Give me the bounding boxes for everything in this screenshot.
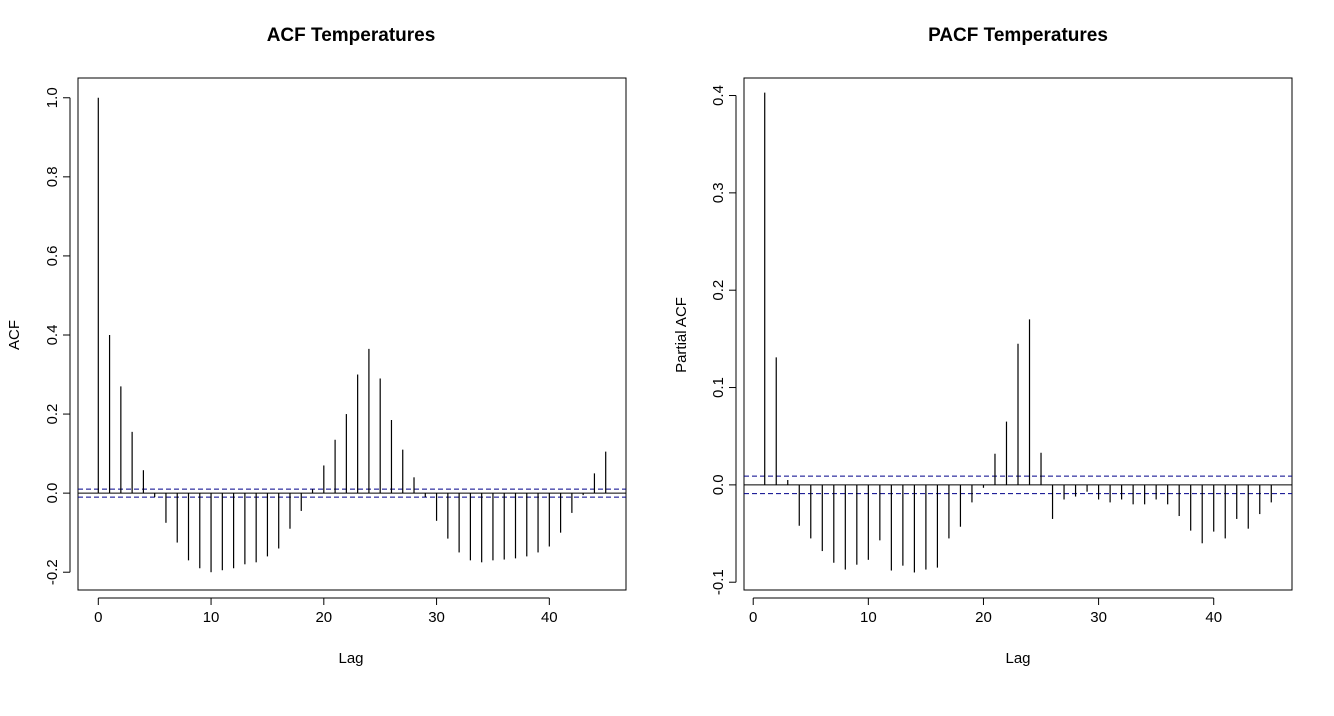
pacf-x-tick-label: 10 [860, 609, 877, 626]
pacf-x-axis-label: Lag [1005, 650, 1030, 667]
acf-y-tick-label: -0.2 [44, 559, 61, 585]
acf-title: ACF Temperatures [267, 25, 436, 46]
pacf-y-axis-label: Partial ACF [673, 297, 690, 373]
acf-y-tick-label: 0.6 [44, 245, 61, 266]
pacf-plot-frame [743, 77, 1293, 591]
acf-x-tick-label: 40 [541, 609, 558, 626]
pacf-y-tick-label: 0.3 [710, 182, 727, 203]
pacf-x-tick-label: 30 [1090, 609, 1107, 626]
pacf-y-tick-label: 0.0 [710, 474, 727, 495]
pacf-y-tick-label: 0.1 [710, 377, 727, 398]
pacf-x-tick-label: 0 [749, 609, 757, 626]
acf-x-tick-label: 0 [94, 609, 102, 626]
acf-y-tick-label: 0.2 [44, 404, 61, 425]
acf-x-tick-label: 20 [315, 609, 332, 626]
acf-y-tick-label: 0.4 [44, 325, 61, 346]
pacf-panel: PACF Temperatures Lag Partial ACF 0 10 20 3… [673, 25, 1293, 667]
acf-x-tick-label: 10 [203, 609, 220, 626]
acf-y-tick-label: 0.0 [44, 483, 61, 504]
pacf-x-tick-label: 40 [1205, 609, 1222, 626]
acf-x-axis-label: Lag [338, 650, 363, 667]
acf-y-tick-label: 0.8 [44, 166, 61, 187]
pacf-title: PACF Temperatures [928, 25, 1108, 46]
pacf-x-tick-label: 20 [975, 609, 992, 626]
pacf-y-tick-label: 0.2 [710, 280, 727, 301]
pacf-y-tick-label: -0.1 [710, 569, 727, 595]
pacf-y-tick-label: 0.4 [710, 85, 727, 106]
acf-x-tick-label: 30 [428, 609, 445, 626]
acf-panel: ACF Temperatures Lag ACF 0 10 20 30 40 -0.2 0.… [6, 25, 627, 667]
acf-y-axis-label: ACF [6, 320, 23, 350]
acf-y-tick-label: 1.0 [44, 87, 61, 108]
acf-plot-frame [77, 77, 627, 591]
